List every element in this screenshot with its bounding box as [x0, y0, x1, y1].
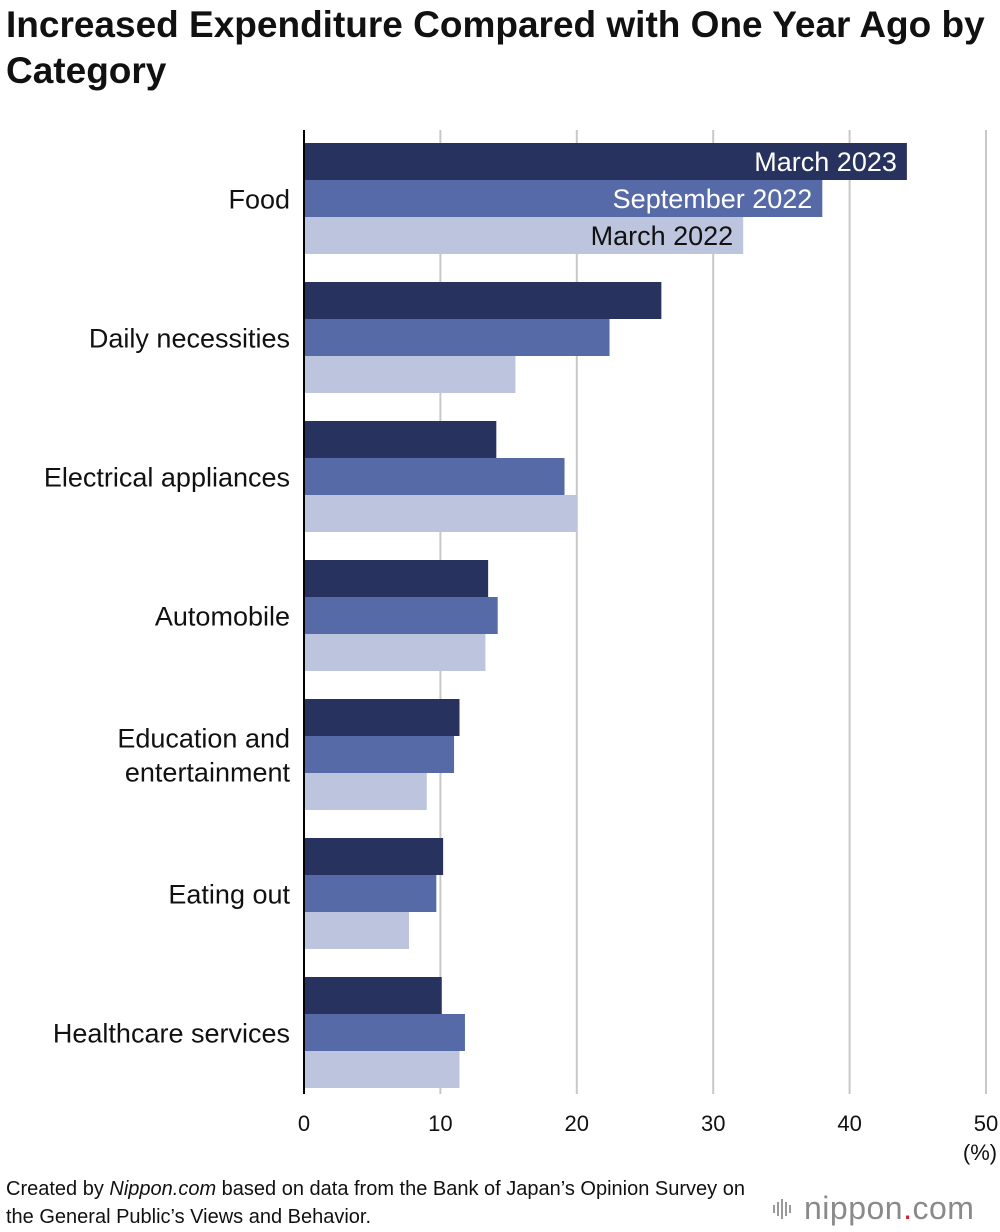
bar — [304, 356, 516, 393]
x-tick-label: 20 — [565, 1111, 589, 1136]
x-tick-label: 40 — [837, 1111, 861, 1136]
bar — [304, 875, 437, 912]
x-tick-label: 50 — [974, 1111, 998, 1136]
bar — [304, 977, 442, 1014]
bar — [304, 1014, 465, 1051]
x-axis-unit: (%) — [963, 1140, 997, 1165]
bar — [304, 495, 577, 532]
bar — [304, 773, 427, 810]
category-label: Eating out — [168, 880, 290, 910]
bar — [304, 634, 486, 671]
bar — [304, 458, 565, 495]
nippon-logo: nippon. com — [772, 1190, 974, 1227]
bar — [304, 736, 455, 773]
category-label: Daily necessities — [89, 324, 290, 354]
x-axis-ticks: 0 10 20 30 40 50 (%) — [298, 1111, 998, 1165]
brand-name: nippon — [804, 1190, 904, 1226]
bar — [304, 597, 498, 634]
bar — [304, 319, 610, 356]
source-suffix: based on data from the Bank of Japan’s O… — [6, 1178, 745, 1228]
x-tick-label: 10 — [428, 1111, 452, 1136]
series-label: September 2022 — [613, 184, 813, 214]
chart-title: Increased Expenditure Compared with One … — [6, 4, 985, 91]
source-name: Nippon.com — [109, 1178, 217, 1200]
bar — [304, 912, 410, 949]
category-label: Automobile — [155, 602, 290, 632]
brand-tld: com — [912, 1190, 975, 1226]
gridlines — [439, 130, 987, 1094]
category-labels: Food Daily necessities Electrical applianc… — [44, 185, 291, 1049]
sound-wave-icon — [773, 1198, 791, 1219]
category-label: Education and — [117, 724, 290, 754]
bar — [304, 143, 907, 180]
source-note: Created by Nippon.com based on data from… — [6, 1175, 746, 1231]
bar — [304, 180, 823, 217]
source-prefix: Created by — [6, 1178, 110, 1200]
bar — [304, 217, 744, 254]
bar — [304, 699, 460, 736]
series-label: March 2022 — [591, 221, 734, 251]
bar — [304, 1051, 460, 1088]
bar — [304, 282, 662, 319]
bars: March 2023 September 2022 March 2022 — [303, 130, 907, 1094]
bar — [304, 838, 444, 875]
bar — [304, 560, 489, 597]
category-label: Food — [228, 185, 290, 215]
category-label: Electrical appliances — [44, 463, 290, 493]
series-label: March 2023 — [754, 147, 897, 177]
bar — [304, 421, 497, 458]
brand-dot: . — [903, 1190, 913, 1226]
category-label: entertainment — [125, 758, 291, 788]
x-tick-label: 30 — [701, 1111, 725, 1136]
x-tick-label: 0 — [298, 1111, 310, 1136]
category-label: Healthcare services — [53, 1019, 290, 1049]
